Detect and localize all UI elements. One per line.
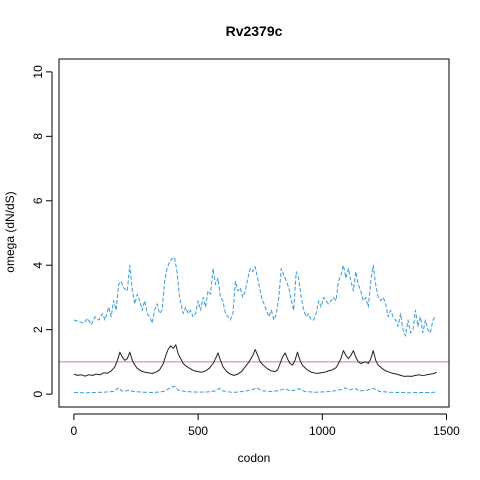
x-axis-label: codon [238, 451, 271, 465]
x-tick-label: 500 [188, 424, 208, 438]
y-tick-label: 2 [31, 326, 45, 333]
y-axis-label: omega (dN/dS) [3, 191, 17, 272]
y-tick-label: 4 [31, 262, 45, 269]
y-tick-label: 6 [31, 197, 45, 204]
x-tick-label: 0 [71, 424, 78, 438]
chart-title: Rv2379c [226, 23, 283, 39]
y-tick-label: 10 [31, 65, 45, 79]
x-tick-label: 1000 [309, 424, 336, 438]
axes: 0 500 1000 1500 0 2 4 6 8 10 [31, 65, 460, 438]
plot-frame [58, 58, 450, 408]
series-line-1 [73, 256, 436, 337]
y-tick-label: 0 [31, 390, 45, 397]
y-tick-label: 8 [31, 133, 45, 140]
plot-data [59, 256, 449, 394]
series-line-2 [73, 344, 437, 377]
series-line-3 [73, 385, 437, 394]
x-tick-label: 1500 [433, 424, 460, 438]
